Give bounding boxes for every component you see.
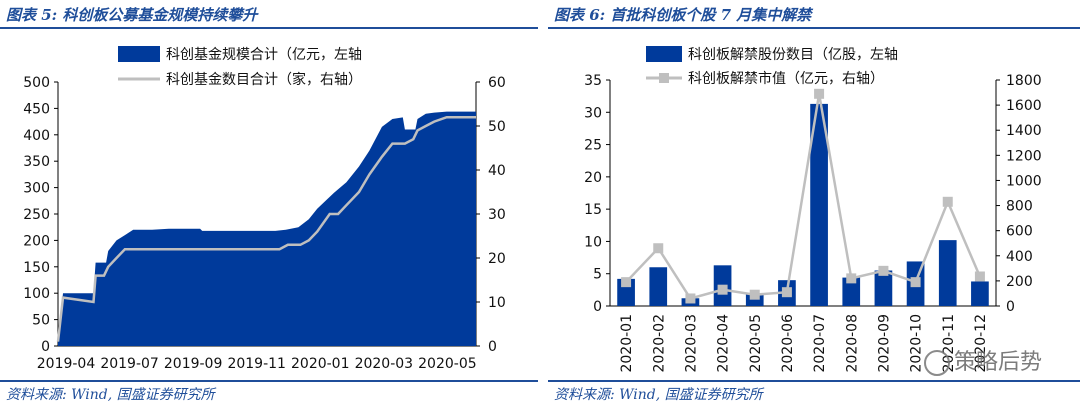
bar xyxy=(649,267,668,306)
line-point xyxy=(621,277,632,288)
x-tick-label: 2020-06 xyxy=(780,314,796,373)
line-point xyxy=(717,284,728,295)
y-right-tick-label: 40 xyxy=(488,163,506,179)
x-tick-label: 2020-03 xyxy=(355,356,414,372)
y-left-tick-label: 5 xyxy=(593,267,602,283)
series-area-fund-size xyxy=(58,111,476,346)
y-right-tick-label: 10 xyxy=(488,295,506,311)
legend-label: 科创基金规模合计（亿元，左轴 xyxy=(166,46,362,63)
y-right-tick-label: 50 xyxy=(488,119,506,135)
bar xyxy=(810,103,828,307)
legend-swatch-area xyxy=(118,46,160,62)
series-line-fund-count xyxy=(56,115,476,342)
y-left-tick-label: 0 xyxy=(41,339,50,355)
chart-panel-left: 图表 5: 科创板公募基金规模持续攀升 0 50 100 150 200 250 300 35… xyxy=(0,0,538,409)
legend-label: 科创板解禁市值（亿元，右轴） xyxy=(688,70,884,87)
unlock-chart: 0 5 10 15 20 25 30 35 0 200 400 600 800 1000 1200 1400 1… xyxy=(584,46,1042,373)
x-tick-label: 2020-12 xyxy=(973,314,989,373)
x-tick-label: 2020-01 xyxy=(291,356,350,372)
y-right-tick-label: 1000 xyxy=(1006,173,1042,189)
y-right-tick-label: 1800 xyxy=(1006,73,1042,89)
x-tick-label: 2020-05 xyxy=(418,356,477,372)
x-tick-label: 2020-10 xyxy=(909,314,925,373)
y-right-tick-label: 400 xyxy=(1006,249,1033,265)
y-left-tick-label: 450 xyxy=(23,101,50,117)
divider-top xyxy=(548,27,1080,29)
line-point xyxy=(910,277,921,288)
x-tick-label: 2019-07 xyxy=(100,356,159,372)
line-point xyxy=(781,287,792,298)
x-tick-label: 2019-11 xyxy=(227,356,286,372)
line-point xyxy=(974,271,985,282)
divider-bottom xyxy=(548,380,1080,382)
y-left-tick-label: 35 xyxy=(584,73,602,89)
legend-swatch-bar xyxy=(646,46,682,62)
y-right-tick-label: 0 xyxy=(488,339,497,355)
y-right-tick-label: 0 xyxy=(1006,299,1015,315)
fund-size-chart: 0 50 100 150 200 250 300 350 400 450 500 0 10 20 30 40 5… xyxy=(23,46,506,372)
x-tick-label: 2020-07 xyxy=(812,314,828,373)
x-tick-label: 2020-02 xyxy=(651,314,667,373)
y-right-tick-label: 30 xyxy=(488,207,506,223)
line-point xyxy=(653,243,664,254)
y-left-tick-label: 500 xyxy=(23,75,50,91)
line-point xyxy=(942,196,953,207)
y-left-tick-label: 350 xyxy=(23,154,50,170)
chart-caption: 图表 5: 科创板公募基金规模持续攀升 xyxy=(6,6,258,24)
y-right-tick-label: 1200 xyxy=(1006,148,1042,164)
x-tick-label: 2020-09 xyxy=(876,314,892,373)
chart-panel-right: 图表 6: 首批科创板个股 7 月集中解禁 0 5 10 15 20 25 30 35 0 200… xyxy=(548,0,1080,409)
wechat-icon xyxy=(923,350,950,376)
y-left-tick-label: 150 xyxy=(23,260,50,276)
x-tick-label: 2019-04 xyxy=(37,356,96,372)
y-right-tick-label: 200 xyxy=(1006,274,1033,290)
y-left-tick-label: 250 xyxy=(23,207,50,223)
y-left-tick-label: 30 xyxy=(584,105,602,121)
y-left-tick-label: 300 xyxy=(23,181,50,197)
line-point xyxy=(814,88,825,99)
chart-caption: 图表 6: 首批科创板个股 7 月集中解禁 xyxy=(554,6,812,24)
line-point xyxy=(749,289,760,300)
y-right-tick-label: 1600 xyxy=(1006,98,1042,114)
legend-label: 科创板解禁股份数目（亿股，左轴 xyxy=(688,47,898,63)
y-left-tick-label: 100 xyxy=(23,286,50,302)
x-tick-label: 2020-04 xyxy=(716,314,732,373)
y-left-tick-label: 200 xyxy=(23,233,50,249)
y-left-tick-label: 400 xyxy=(23,128,50,144)
watermark: 策略后势 xyxy=(923,344,1042,376)
y-right-tick-label: 60 xyxy=(488,75,506,91)
legend-label: 科创基金数目合计（家，右轴） xyxy=(166,71,362,88)
y-left-tick-label: 50 xyxy=(32,313,50,329)
line-point xyxy=(846,273,857,284)
x-tick-label: 2020-05 xyxy=(748,314,764,373)
x-tick-label: 2020-08 xyxy=(844,314,860,373)
series-line-unlock-value xyxy=(625,93,982,300)
y-left-tick-label: 20 xyxy=(584,170,602,186)
y-right-tick-label: 800 xyxy=(1006,199,1033,215)
line-point xyxy=(685,293,696,304)
line-point xyxy=(878,265,889,276)
watermark-text: 策略后势 xyxy=(953,350,1042,375)
chart-source: 资料来源: Wind, 国盛证券研究所 xyxy=(554,387,763,403)
x-tick-label: 2019-09 xyxy=(164,356,223,372)
chart-source: 资料来源: Wind, 国盛证券研究所 xyxy=(6,387,215,403)
y-left-tick-label: 0 xyxy=(593,299,602,315)
bar xyxy=(874,270,893,306)
divider-bottom xyxy=(0,380,538,382)
x-tick-label: 2020-03 xyxy=(683,314,699,373)
y-right-tick-label: 20 xyxy=(488,251,506,267)
y-right-tick-label: 600 xyxy=(1006,224,1033,240)
divider-top xyxy=(0,27,538,29)
y-left-tick-label: 15 xyxy=(584,202,602,218)
y-right-tick-label: 1400 xyxy=(1006,123,1042,139)
bar xyxy=(938,240,957,306)
bar xyxy=(842,277,861,306)
bar xyxy=(971,281,989,306)
x-tick-label: 2020-01 xyxy=(619,314,635,373)
y-left-tick-label: 10 xyxy=(584,234,602,250)
legend-swatch-marker xyxy=(659,73,669,83)
y-left-tick-label: 25 xyxy=(584,138,602,154)
